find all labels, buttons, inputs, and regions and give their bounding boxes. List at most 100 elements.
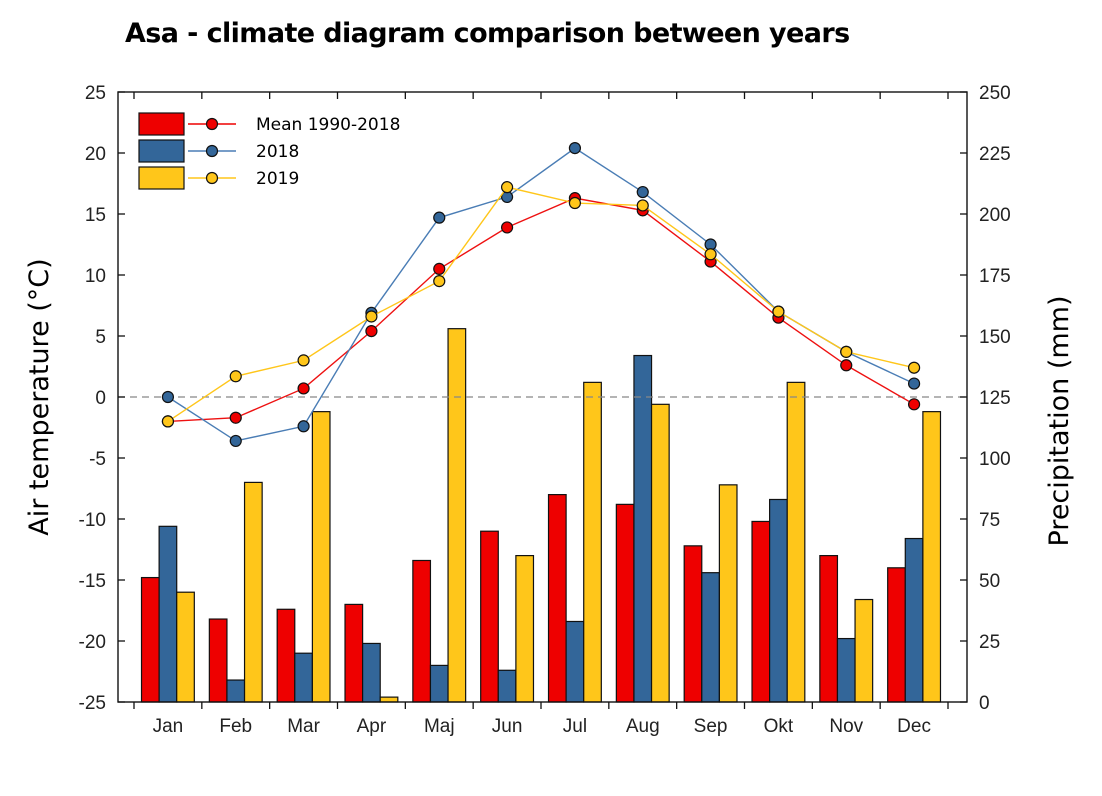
y-right-tick-label: 50 bbox=[979, 571, 1000, 592]
legend-marker-2018 bbox=[205, 144, 219, 158]
y-axis-left-title: Air temperature (°C) bbox=[24, 258, 55, 535]
y-right-tick-label: 200 bbox=[979, 205, 1011, 226]
y-left-tick-label: -25 bbox=[79, 693, 106, 714]
bar-2019-jun bbox=[515, 554, 535, 703]
bar-2018-maj bbox=[429, 664, 449, 703]
bar-mean-1990-2018-maj bbox=[412, 559, 432, 703]
y-right-tick-label: 225 bbox=[979, 144, 1011, 165]
temp-point-2018-aug bbox=[636, 185, 649, 199]
legend-swatch-2019 bbox=[138, 166, 185, 190]
bar-mean-1990-2018-sep bbox=[683, 545, 703, 703]
temp-point-2019-maj bbox=[433, 275, 446, 288]
y-left-tick-label: 20 bbox=[85, 144, 106, 165]
y-left-tick-label: 25 bbox=[85, 83, 106, 104]
temp-point-2019-jul bbox=[568, 196, 582, 210]
bar-2019-sep bbox=[718, 484, 738, 703]
bar-2018-sep bbox=[701, 572, 720, 703]
temp-line-mean-1990-2018 bbox=[167, 197, 915, 423]
temp-point-2019-dec bbox=[907, 361, 921, 374]
bar-2019-apr bbox=[379, 696, 399, 703]
bar-mean-1990-2018-apr bbox=[344, 603, 364, 703]
bar-2019-jan bbox=[176, 591, 195, 703]
temp-point-2019-sep bbox=[704, 248, 717, 261]
temp-line-2019 bbox=[167, 186, 915, 422]
bar-2018-dec bbox=[904, 537, 924, 703]
temperature-lines-layer bbox=[161, 142, 921, 448]
temp-point-mean-1990-2018-feb bbox=[229, 411, 242, 424]
bar-mean-1990-2018-jun bbox=[480, 530, 499, 703]
x-tick-label-nov: Nov bbox=[829, 716, 863, 737]
bar-2018-jun bbox=[497, 669, 517, 703]
x-tick-label-jul: Jul bbox=[563, 716, 587, 737]
y-left-tick-label: -10 bbox=[79, 510, 106, 531]
temp-point-2019-feb bbox=[229, 370, 242, 383]
x-tick-label-maj: Maj bbox=[424, 716, 455, 737]
axes-layer: 2520151050-5-10-15-20-252502252001751501… bbox=[79, 83, 1011, 737]
bar-mean-1990-2018-nov bbox=[819, 554, 839, 703]
x-tick-label-mar: Mar bbox=[287, 716, 320, 737]
temp-point-2019-jan bbox=[161, 415, 175, 428]
legend-marker-mean-1990-2018 bbox=[205, 117, 219, 131]
temp-point-2019-nov bbox=[840, 345, 853, 358]
x-tick-label-jan: Jan bbox=[153, 716, 184, 737]
x-tick-label-sep: Sep bbox=[694, 716, 728, 737]
y-right-tick-label: 150 bbox=[979, 327, 1011, 348]
bar-2019-mar bbox=[311, 411, 331, 703]
temp-point-mean-1990-2018-mar bbox=[297, 382, 310, 395]
legend: Mean 1990-2018 2018 2019 bbox=[138, 112, 400, 190]
temp-point-2018-jul bbox=[568, 142, 582, 155]
temp-point-2018-feb bbox=[229, 434, 242, 448]
bar-mean-1990-2018-dec bbox=[887, 567, 906, 703]
bar-2019-okt bbox=[786, 381, 806, 703]
bar-2018-apr bbox=[362, 642, 381, 703]
bar-2019-nov bbox=[854, 598, 874, 703]
bar-2018-jul bbox=[565, 620, 585, 703]
y-left-tick-label: -20 bbox=[79, 632, 106, 653]
x-tick-label-jun: Jun bbox=[492, 716, 523, 737]
y-left-tick-label: -15 bbox=[79, 571, 106, 592]
legend-label-2019: 2019 bbox=[256, 169, 299, 189]
temp-point-2018-dec bbox=[907, 377, 921, 390]
x-tick-label-apr: Apr bbox=[357, 716, 387, 737]
y-left-tick-label: 10 bbox=[85, 266, 106, 287]
bar-mean-1990-2018-jul bbox=[547, 494, 567, 703]
temp-point-2018-maj bbox=[433, 211, 446, 224]
bar-mean-1990-2018-aug bbox=[615, 503, 635, 703]
x-tick-label-aug: Aug bbox=[626, 716, 660, 737]
y-right-tick-label: 0 bbox=[979, 693, 990, 714]
bar-2018-nov bbox=[836, 637, 856, 703]
y-right-tick-label: 250 bbox=[979, 83, 1011, 104]
bar-2019-jul bbox=[583, 381, 602, 703]
legend-label-mean-1990-2018: Mean 1990-2018 bbox=[256, 115, 400, 135]
x-tick-label-feb: Feb bbox=[219, 716, 252, 737]
bar-2019-aug bbox=[650, 403, 670, 703]
bar-2019-feb bbox=[243, 481, 263, 703]
y-left-tick-label: 5 bbox=[95, 327, 106, 348]
temp-point-2019-aug bbox=[636, 199, 649, 212]
chart-title: Asa - climate diagram comparison between… bbox=[125, 18, 850, 49]
temp-point-2019-mar bbox=[297, 354, 310, 367]
temp-point-2018-mar bbox=[297, 420, 310, 433]
bar-2019-dec bbox=[922, 411, 942, 703]
temp-point-mean-1990-2018-nov bbox=[840, 359, 853, 372]
y-right-tick-label: 100 bbox=[979, 449, 1011, 470]
temp-point-mean-1990-2018-apr bbox=[365, 325, 378, 338]
y-right-tick-label: 125 bbox=[979, 388, 1011, 409]
bar-mean-1990-2018-feb bbox=[208, 618, 228, 703]
legend-swatch-2018 bbox=[138, 139, 185, 163]
bars-layer bbox=[140, 328, 942, 703]
y-left-tick-label: -5 bbox=[89, 449, 106, 470]
y-left-tick-label: 0 bbox=[95, 388, 106, 409]
y-right-tick-label: 25 bbox=[979, 632, 1000, 653]
y-axis-right-title: Precipitation (mm) bbox=[1044, 295, 1075, 546]
bar-2018-mar bbox=[294, 652, 313, 703]
bar-2018-aug bbox=[633, 354, 653, 703]
y-right-tick-label: 75 bbox=[979, 510, 1000, 531]
bar-mean-1990-2018-mar bbox=[276, 608, 296, 703]
temp-point-mean-1990-2018-dec bbox=[907, 398, 921, 411]
y-left-tick-label: 15 bbox=[85, 205, 106, 226]
temp-point-mean-1990-2018-maj bbox=[433, 262, 446, 275]
bar-2019-maj bbox=[447, 328, 467, 703]
bar-2018-feb bbox=[226, 679, 246, 703]
temp-point-2019-apr bbox=[365, 310, 378, 323]
